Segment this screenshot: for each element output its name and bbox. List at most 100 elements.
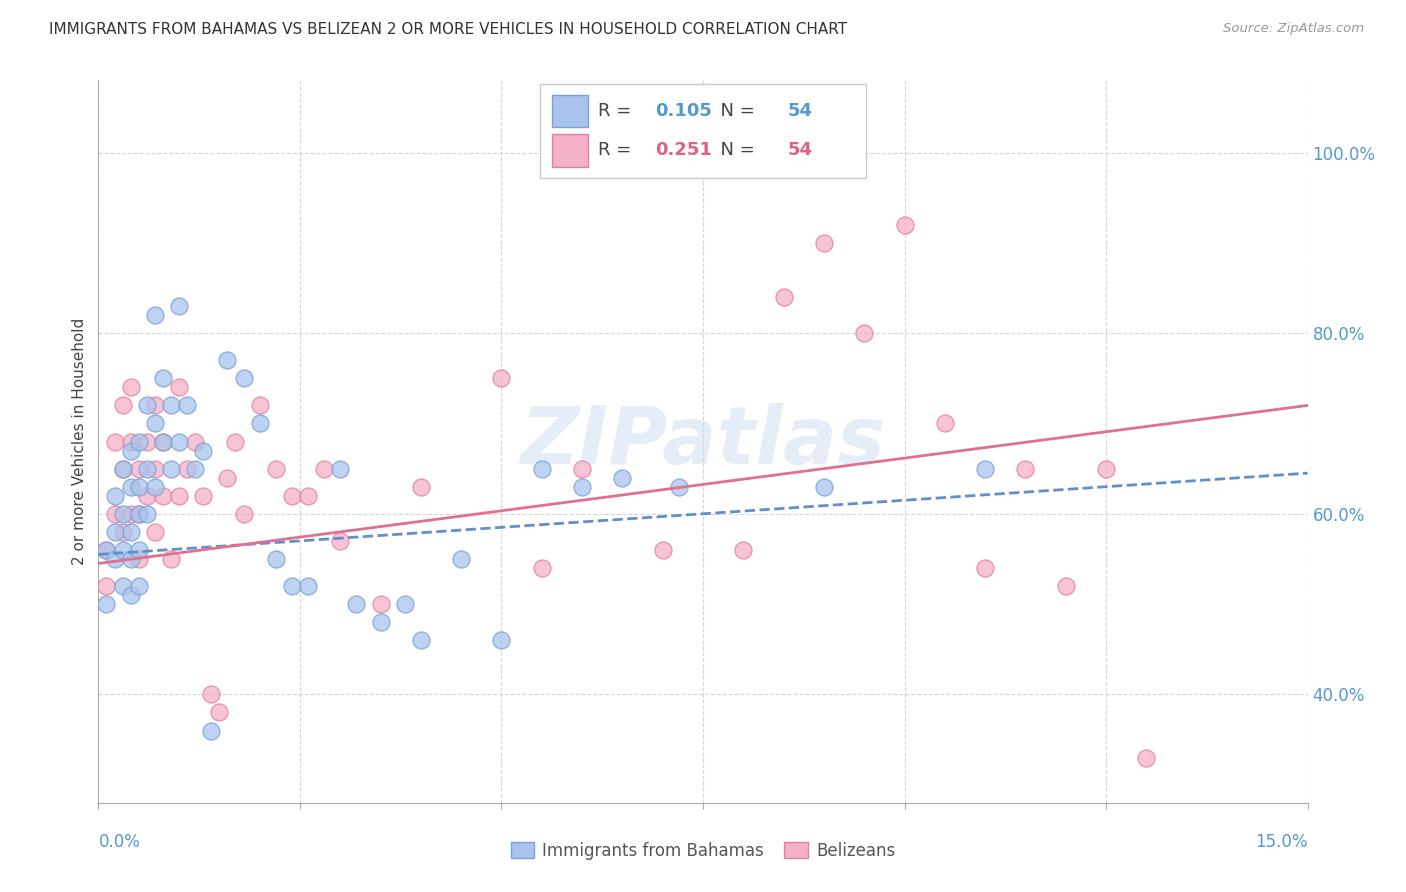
Point bbox=[103, 524, 125, 539]
Point bbox=[135, 434, 157, 449]
FancyBboxPatch shape bbox=[540, 84, 866, 178]
Point bbox=[264, 461, 287, 475]
Point bbox=[120, 507, 142, 521]
Text: R =: R = bbox=[598, 141, 637, 160]
Point bbox=[111, 507, 134, 521]
Point bbox=[135, 507, 157, 521]
Point bbox=[571, 461, 593, 475]
Point bbox=[329, 533, 352, 548]
Text: R =: R = bbox=[598, 102, 637, 120]
Point bbox=[143, 308, 166, 322]
Point bbox=[167, 299, 190, 313]
Point bbox=[217, 353, 239, 368]
Point bbox=[128, 434, 150, 449]
Point bbox=[249, 398, 271, 412]
Point bbox=[217, 471, 239, 485]
Point bbox=[111, 542, 134, 557]
Point bbox=[530, 561, 553, 575]
Point bbox=[281, 489, 304, 503]
Point bbox=[103, 434, 125, 449]
Point bbox=[120, 380, 142, 394]
Point bbox=[612, 471, 634, 485]
Point bbox=[152, 489, 174, 503]
Point bbox=[135, 461, 157, 475]
Point bbox=[111, 524, 134, 539]
Point bbox=[530, 461, 553, 475]
Point bbox=[344, 597, 367, 611]
Point bbox=[668, 480, 690, 494]
Point bbox=[111, 398, 134, 412]
Point bbox=[103, 507, 125, 521]
Point bbox=[120, 524, 142, 539]
Point bbox=[135, 489, 157, 503]
Point bbox=[160, 552, 183, 566]
Text: 0.105: 0.105 bbox=[655, 102, 711, 120]
Point bbox=[184, 461, 207, 475]
Point bbox=[974, 561, 997, 575]
Point bbox=[103, 489, 125, 503]
Point bbox=[143, 417, 166, 431]
Point bbox=[152, 434, 174, 449]
Y-axis label: 2 or more Vehicles in Household: 2 or more Vehicles in Household bbox=[72, 318, 87, 566]
Point bbox=[152, 371, 174, 385]
Point bbox=[370, 597, 392, 611]
Point bbox=[120, 443, 142, 458]
Point bbox=[571, 480, 593, 494]
Point bbox=[314, 461, 336, 475]
Point bbox=[450, 552, 472, 566]
Point bbox=[409, 633, 432, 648]
Point bbox=[167, 434, 190, 449]
Point bbox=[176, 398, 198, 412]
Point bbox=[160, 398, 183, 412]
Point bbox=[135, 398, 157, 412]
Point bbox=[409, 480, 432, 494]
Point bbox=[111, 461, 134, 475]
Point bbox=[249, 417, 271, 431]
Point bbox=[200, 687, 222, 701]
Point bbox=[974, 461, 997, 475]
Point bbox=[264, 552, 287, 566]
Point bbox=[184, 434, 207, 449]
Point bbox=[1095, 461, 1118, 475]
Point bbox=[167, 380, 190, 394]
Point bbox=[200, 723, 222, 738]
FancyBboxPatch shape bbox=[551, 135, 588, 167]
FancyBboxPatch shape bbox=[551, 95, 588, 128]
Point bbox=[491, 633, 513, 648]
Point bbox=[128, 480, 150, 494]
Point bbox=[224, 434, 246, 449]
Text: 0.251: 0.251 bbox=[655, 141, 711, 160]
Point bbox=[232, 507, 254, 521]
Point bbox=[120, 434, 142, 449]
Text: 54: 54 bbox=[787, 102, 813, 120]
Point bbox=[853, 326, 876, 341]
Point bbox=[160, 461, 183, 475]
Point bbox=[394, 597, 416, 611]
Point bbox=[128, 579, 150, 593]
Point bbox=[96, 579, 118, 593]
Point bbox=[111, 461, 134, 475]
Point bbox=[120, 588, 142, 602]
Point bbox=[1014, 461, 1036, 475]
Text: ZIPatlas: ZIPatlas bbox=[520, 402, 886, 481]
Point bbox=[143, 461, 166, 475]
Legend: Immigrants from Bahamas, Belizeans: Immigrants from Bahamas, Belizeans bbox=[505, 836, 901, 867]
Point bbox=[128, 461, 150, 475]
Point bbox=[813, 235, 835, 250]
Point bbox=[167, 489, 190, 503]
Point bbox=[813, 480, 835, 494]
Text: 54: 54 bbox=[787, 141, 813, 160]
Point bbox=[329, 461, 352, 475]
Text: N =: N = bbox=[709, 141, 761, 160]
Point bbox=[96, 542, 118, 557]
Point bbox=[772, 290, 794, 304]
Point bbox=[733, 542, 755, 557]
Point bbox=[297, 489, 319, 503]
Point bbox=[128, 542, 150, 557]
Point bbox=[96, 597, 118, 611]
Text: 15.0%: 15.0% bbox=[1256, 833, 1308, 851]
Point bbox=[934, 417, 956, 431]
Point bbox=[651, 542, 673, 557]
Point bbox=[128, 507, 150, 521]
Point bbox=[281, 579, 304, 593]
